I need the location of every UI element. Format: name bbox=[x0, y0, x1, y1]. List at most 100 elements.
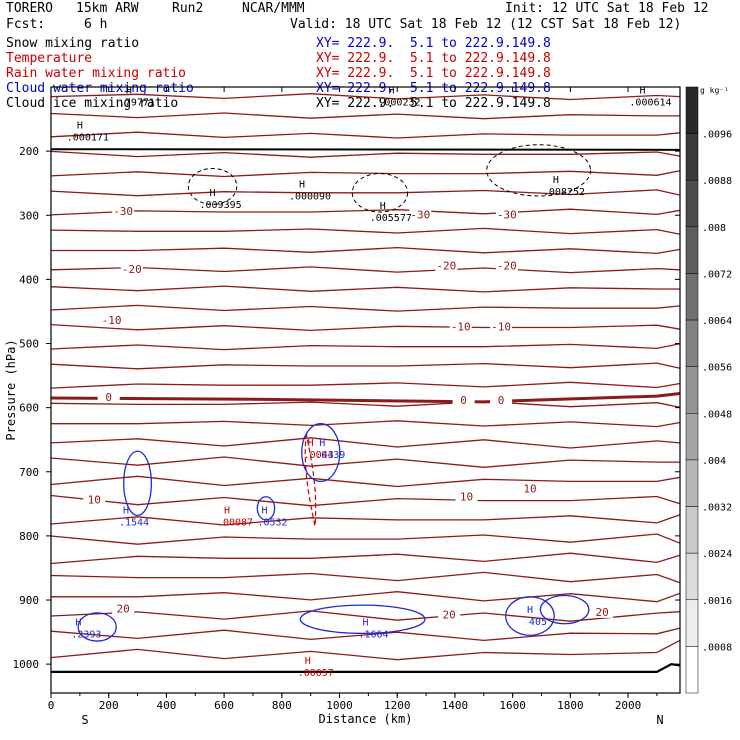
y-tick-label: 600 bbox=[19, 402, 39, 415]
run-label: Run2 bbox=[172, 1, 204, 16]
surface-line bbox=[51, 663, 681, 673]
isotherm-label-bg bbox=[100, 314, 123, 327]
isotherm-label: -30 bbox=[113, 205, 133, 218]
maximum-value-label: .00057 bbox=[298, 668, 334, 679]
legend-name: Cloud ice mixing ratio bbox=[6, 96, 179, 111]
legend-xy: XY= 222.9. 5.1 to 222.9.149.8 bbox=[316, 66, 551, 81]
isotherm-label-bg bbox=[409, 208, 432, 221]
south-endpoint: S bbox=[81, 713, 88, 727]
y-tick-label: 700 bbox=[19, 466, 39, 479]
snow-top-line bbox=[50, 148, 681, 151]
isotherm-label: 10 bbox=[523, 483, 536, 496]
colorbar-label: .0064 bbox=[702, 316, 732, 327]
isotherm-line bbox=[50, 343, 681, 351]
cloud-water-contour bbox=[299, 604, 426, 635]
legend-xy: XY= 222.9. 5.1 to 222.9.149.8 bbox=[316, 36, 551, 51]
maximum-value-label: .005577 bbox=[370, 213, 412, 224]
isotherm-label: 0 bbox=[460, 394, 467, 407]
colorbar-swatch bbox=[685, 506, 699, 554]
isotherm-line bbox=[50, 170, 681, 178]
maximum-h-marker: H bbox=[319, 438, 325, 449]
maximum-value-label: .009395 bbox=[199, 200, 241, 211]
maximum-value-label: .0439 bbox=[315, 450, 345, 461]
isotherm-label-bg bbox=[495, 259, 518, 272]
cloud-water-contour bbox=[505, 596, 555, 636]
maximum-value-label: .1664 bbox=[358, 630, 388, 641]
isotherm-label: -30 bbox=[410, 208, 430, 221]
isotherm-label-bg bbox=[83, 493, 106, 506]
resolution: 15km ARW bbox=[76, 1, 139, 16]
isotherm-line bbox=[50, 552, 681, 565]
maximum-h-marker: H bbox=[527, 605, 533, 616]
isotherm-label: 20 bbox=[595, 606, 608, 619]
colorbar-swatch bbox=[685, 599, 699, 647]
legend-name: Rain water mixing ratio bbox=[6, 66, 187, 81]
colorbar-swatch bbox=[685, 552, 699, 601]
maximum-value-label: .0043 bbox=[304, 450, 334, 461]
x-tick-label: 600 bbox=[214, 699, 234, 712]
legend-xy: XY= 222.9. 5.1 to 222.9.149.8 bbox=[316, 81, 551, 96]
isotherm-label-bg bbox=[495, 208, 518, 221]
isotherm-line bbox=[50, 93, 681, 101]
colorbar-swatch bbox=[685, 319, 699, 367]
maximum-value-label: .000171 bbox=[67, 133, 109, 144]
snow-contour bbox=[187, 167, 238, 205]
colorbar-swatch bbox=[685, 646, 699, 694]
y-tick-label: 1000 bbox=[13, 658, 40, 671]
isotherm-line bbox=[50, 189, 681, 197]
center-label: NCAR/MMM bbox=[242, 1, 305, 16]
isotherm-label: -10 bbox=[102, 314, 122, 327]
isotherm-label-bg bbox=[455, 490, 478, 503]
maximum-h-marker: H bbox=[299, 180, 305, 191]
y-tick-label: 200 bbox=[19, 145, 39, 158]
colorbar-label: .0072 bbox=[702, 269, 732, 280]
isotherm-line bbox=[50, 131, 681, 139]
isotherm-line bbox=[50, 514, 681, 526]
isotherm-label-bg bbox=[591, 605, 614, 618]
colorbar-label: .008 bbox=[702, 223, 726, 234]
north-endpoint: N bbox=[656, 713, 663, 727]
cloud-water-contour bbox=[301, 423, 341, 483]
maximum-value-label: .000232 bbox=[378, 97, 420, 108]
maximum-value-label: .79771 bbox=[119, 97, 155, 108]
isotherm-line bbox=[50, 362, 681, 370]
maximum-h-marker: H bbox=[388, 85, 394, 96]
legend-xy: XY= 222.9. 5.1 to 222.9.149.8 bbox=[316, 96, 551, 111]
maximum-h-marker: H bbox=[75, 618, 81, 629]
x-tick-label: 800 bbox=[272, 699, 292, 712]
isotherm-line bbox=[50, 639, 681, 661]
x-tick-label: 1200 bbox=[384, 699, 411, 712]
legend-name: Snow mixing ratio bbox=[6, 36, 140, 51]
isotherm-line bbox=[50, 227, 681, 235]
isotherm-label-bg bbox=[449, 320, 472, 333]
y-axis-label: Pressure (hPa) bbox=[4, 339, 18, 440]
x-tick-label: 1400 bbox=[442, 699, 469, 712]
isotherm-line bbox=[50, 533, 681, 545]
colorbar-label: .0008 bbox=[702, 642, 732, 653]
plot-frame bbox=[50, 86, 681, 694]
maximum-value-label: .2393 bbox=[71, 630, 101, 641]
legend-name: Cloud water mixing ratio bbox=[6, 81, 194, 96]
x-tick-label: 0 bbox=[48, 699, 55, 712]
x-tick-label: 2000 bbox=[615, 699, 642, 712]
colorbar-swatch bbox=[685, 226, 699, 274]
init-time: Init: 12 UTC Sat 18 Feb 12 bbox=[505, 1, 709, 16]
isotherm-line bbox=[50, 494, 681, 507]
cloud-water-contour bbox=[123, 450, 153, 517]
colorbar: .0096 .0088 .008 .0072 .0064 .0056 .0048 .004 .0… bbox=[685, 86, 732, 694]
isotherm-label: 20 bbox=[443, 608, 456, 621]
isotherm-label: -20 bbox=[122, 263, 142, 276]
freezing-level-line bbox=[50, 392, 681, 404]
colorbar-label: .0048 bbox=[702, 409, 732, 420]
isotherm-line bbox=[50, 323, 681, 332]
maximum-h-marker: H bbox=[639, 85, 645, 96]
snow-contour bbox=[486, 144, 592, 197]
snow-contour bbox=[351, 173, 409, 213]
x-tick-label: 400 bbox=[156, 699, 176, 712]
maximum-h-marker: H bbox=[380, 201, 386, 212]
colorbar-swatch bbox=[685, 133, 699, 181]
isotherm-label: -20 bbox=[436, 260, 456, 273]
model-name: TORERO bbox=[6, 1, 53, 16]
